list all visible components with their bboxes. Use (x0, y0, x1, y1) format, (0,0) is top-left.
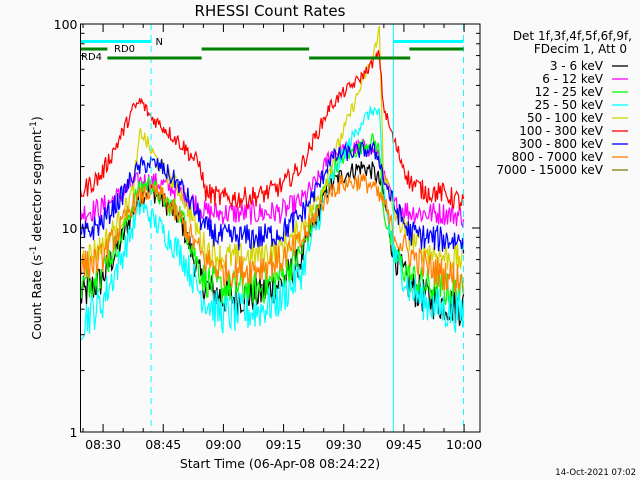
legend-label: 800 - 7000 keV (512, 150, 604, 164)
x-tick-label: 08:45 (145, 437, 181, 452)
x-tick-label: 09:00 (205, 437, 241, 452)
x-axis-label: Start Time (06-Apr-08 08:24:22) (180, 456, 380, 471)
legend-item: 800 - 7000 keV (512, 150, 628, 164)
attenuator-label: N (155, 37, 162, 48)
legend-label: 100 - 300 keV (519, 124, 603, 138)
decimation-label-rd0: RD0 (114, 44, 135, 55)
legend-item: 12 - 25 keV (535, 85, 628, 99)
y-tick-label: 10 (62, 221, 78, 236)
legend-item: 300 - 800 keV (519, 137, 628, 151)
timestamp: 14-Oct-2021 07:02 (555, 468, 636, 478)
legend: Det 1f,3f,4f,5f,6f,9f, FDecim 1, Att 0 3… (496, 29, 632, 177)
series-layer (79, 25, 465, 341)
series-100to300keV-line (79, 50, 465, 210)
legend-item: 7000 - 15000 keV (496, 163, 628, 177)
y-tick-label: 100 (54, 17, 78, 32)
legend-label: 300 - 800 keV (519, 137, 603, 151)
decimation-label-rd4: RD4 (81, 52, 102, 63)
x-tick-label: 09:45 (386, 437, 422, 452)
series-12to25keV-line (79, 133, 465, 310)
legend-label: 50 - 100 keV (527, 111, 604, 125)
x-tick-label: 10:00 (446, 437, 482, 452)
legend-item: 100 - 300 keV (519, 124, 628, 138)
legend-label: 12 - 25 keV (535, 85, 604, 99)
x-tick-label: 08:30 (85, 437, 121, 452)
chart-title: RHESSI Count Rates (195, 2, 346, 20)
legend-item: 3 - 6 keV (550, 59, 628, 73)
legend-header-line1: Det 1f,3f,4f,5f,6f,9f, (513, 29, 632, 43)
legend-label: 6 - 12 keV (542, 72, 604, 86)
x-tick-label: 09:15 (266, 437, 302, 452)
series-800to7000keV-line (80, 173, 465, 295)
axes: 1 10 100 08:30 08:45 09:00 09:15 09:30 09:45 10:0… (54, 17, 482, 452)
y-axis-label: Count Rate (s-1 detector segment-1) (29, 116, 44, 340)
legend-item: 25 - 50 keV (535, 98, 628, 112)
legend-item: 50 - 100 keV (527, 111, 628, 125)
series-50to100keV-line (80, 25, 465, 272)
legend-label: 25 - 50 keV (535, 98, 604, 112)
legend-label: 3 - 6 keV (550, 59, 604, 73)
x-tick-label: 09:30 (326, 437, 362, 452)
y-tick-label: 1 (70, 425, 78, 440)
series-300to800keV-line (80, 141, 465, 254)
series-25to50keV-line (80, 106, 465, 341)
legend-item: 6 - 12 keV (542, 72, 628, 86)
annotation-layer: N RD0 RD4 (80, 24, 465, 432)
legend-header-line2: FDecim 1, Att 0 (534, 42, 627, 56)
legend-label: 7000 - 15000 keV (496, 163, 603, 177)
